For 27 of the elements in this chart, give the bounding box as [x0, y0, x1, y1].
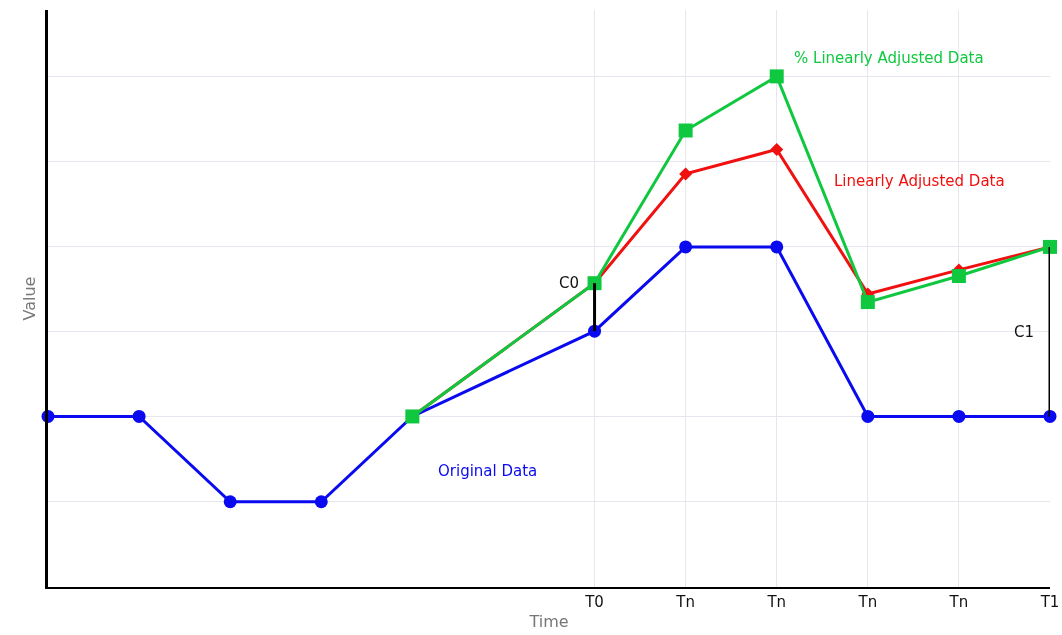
point	[951, 269, 966, 284]
point	[952, 409, 966, 423]
annotation: C1	[1014, 323, 1035, 341]
point	[679, 240, 693, 254]
text: Original Data	[438, 462, 538, 480]
x-tick-label: T1	[1039, 593, 1060, 611]
point	[223, 495, 237, 509]
point	[132, 409, 146, 423]
annotation: C0	[559, 274, 580, 292]
series-label: % Linearly Adjusted Data	[794, 49, 984, 67]
point	[679, 167, 693, 181]
point	[770, 240, 784, 254]
x-tick-label: T0	[584, 593, 604, 611]
point	[861, 409, 875, 423]
point	[770, 142, 784, 156]
point	[860, 295, 875, 310]
series-label: Linearly Adjusted Data	[834, 172, 1005, 190]
x-tick-label: Tn	[948, 593, 969, 611]
point	[314, 495, 328, 509]
x-axis-title: Time	[528, 612, 569, 632]
x-tick-label: Tn	[766, 593, 787, 611]
x-tick-label: Tn	[857, 593, 878, 611]
y-axis-title: Value	[19, 276, 39, 321]
point	[769, 69, 784, 84]
x-tick-label: Tn	[675, 593, 695, 611]
point	[678, 123, 693, 138]
point	[1043, 409, 1057, 423]
